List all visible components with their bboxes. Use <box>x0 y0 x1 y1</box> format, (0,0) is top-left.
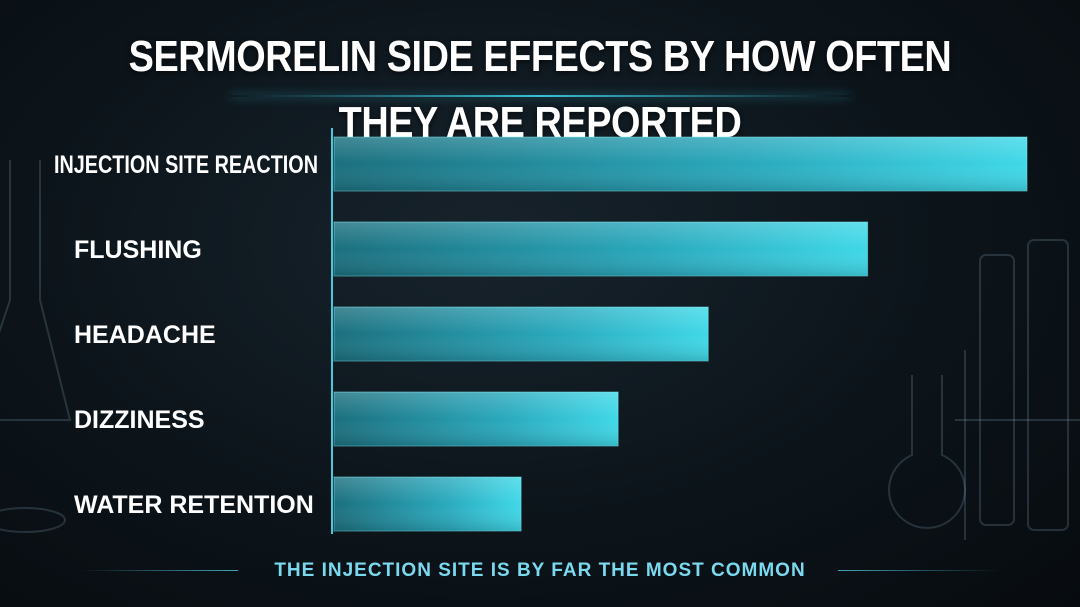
category-label: WATER RETENTION <box>74 491 314 519</box>
category-label: INJECTION SITE REACTION <box>54 151 318 179</box>
bar-shine <box>334 392 619 446</box>
title-underline <box>230 95 850 97</box>
bar-shine <box>334 307 709 361</box>
bar-shine <box>334 477 522 531</box>
footer-rule-left <box>80 570 238 571</box>
bar-shine <box>334 137 1027 191</box>
bar-shine <box>334 222 868 276</box>
chart-title: SERMORELIN SIDE EFFECTS BY HOW OFTEN THE… <box>128 32 952 147</box>
category-label: FLUSHING <box>74 236 202 264</box>
chart-annotation: THE INJECTION SITE IS BY FAR THE MOST CO… <box>274 560 806 581</box>
category-label: DIZZINESS <box>74 406 205 434</box>
footer-rule-right <box>838 570 1000 571</box>
category-label: HEADACHE <box>74 321 216 349</box>
